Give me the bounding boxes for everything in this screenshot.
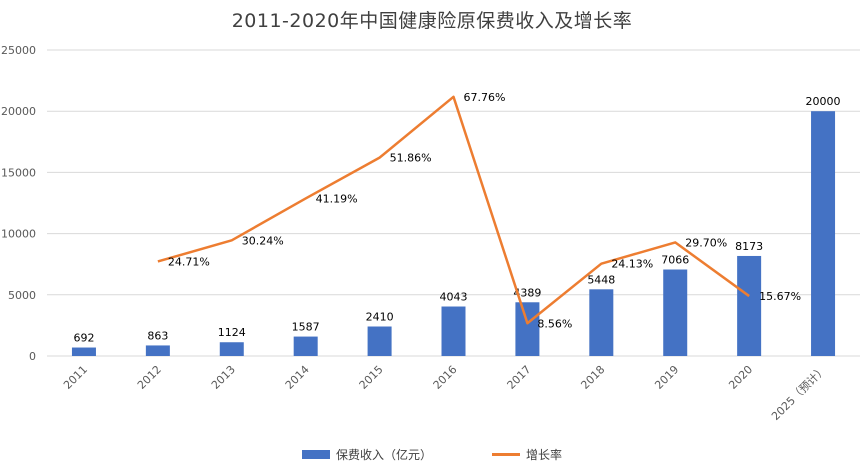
bar[interactable] (145, 345, 170, 356)
x-axis-ticks: 2011 2012 2013 2014 2015 2016 2017 2018 2019 2020… (61, 363, 829, 423)
y-tick-label: 20000 (1, 105, 36, 118)
legend-item-bar[interactable]: 保费收入（亿元） (301, 446, 432, 463)
bar-data-label: 4043 (440, 291, 468, 304)
legend-swatch-bar (301, 450, 330, 459)
legend-label-bar: 保费收入（亿元） (335, 448, 432, 462)
bar[interactable] (367, 326, 392, 356)
bar[interactable] (71, 347, 96, 356)
bar-data-label: 8173 (735, 240, 763, 253)
bar-data-label: 5448 (587, 273, 615, 286)
line-data-label: 41.19% (316, 192, 358, 205)
x-tick-label: 2018 (578, 363, 607, 392)
legend: 保费收入（亿元） 增长率 (0, 446, 864, 463)
bar-data-label: 692 (73, 332, 94, 345)
bar-data-label: 4389 (513, 286, 541, 299)
legend-item-line[interactable]: 增长率 (492, 446, 562, 463)
line-data-label: 29.70% (685, 236, 727, 249)
x-tick-label: 2016 (431, 363, 460, 392)
y-tick-label: 5000 (8, 289, 36, 302)
line-data-label: 24.13% (611, 258, 653, 271)
line-series (157, 95, 750, 325)
x-tick-label: 2015 (357, 363, 386, 392)
y-tick-label: 10000 (1, 228, 36, 241)
line-data-label: 67.76% (464, 91, 506, 104)
y-tick-label: 25000 (1, 44, 36, 57)
legend-label-line: 增长率 (526, 448, 563, 462)
bar-data-label: 20000 (806, 95, 841, 108)
x-tick-label: 2014 (283, 363, 312, 392)
bar[interactable] (219, 342, 244, 356)
bar[interactable] (293, 336, 318, 356)
x-tick-label: 2019 (652, 363, 681, 392)
bar[interactable] (441, 306, 466, 356)
line-data-label: 30.24% (242, 234, 284, 247)
bar-data-label: 1124 (218, 326, 246, 339)
bar[interactable] (663, 269, 688, 356)
x-tick-label: 2020 (726, 363, 755, 392)
bar[interactable] (515, 302, 540, 356)
line-data-label: 24.71% (168, 255, 210, 268)
line-data-label: 15.67% (759, 290, 801, 303)
line-data-label: 51.86% (390, 152, 432, 165)
line-data-labels: 24.71% 30.24% 41.19% 51.86% 67.76% 8.56% 24.13… (168, 91, 801, 330)
y-axis-ticks: 0 5000 10000 15000 20000 25000 (1, 44, 36, 363)
growth-rate-line[interactable] (157, 95, 750, 325)
legend-swatch-line (492, 453, 520, 456)
bar-data-labels: 692 863 1124 1587 2410 4043 4389 5448 7066 8173 20… (73, 95, 840, 344)
chart-title: 2011-2020年中国健康险原保费收入及增长率 (231, 10, 633, 32)
x-tick-label: 2025（预计） (769, 363, 829, 423)
x-tick-label: 2013 (209, 363, 238, 392)
bar-data-label: 2410 (366, 311, 394, 324)
bar-data-label: 1587 (292, 321, 320, 334)
bar[interactable] (589, 289, 614, 356)
bar-data-label: 7066 (661, 254, 689, 267)
bar-series (71, 111, 836, 356)
y-tick-label: 0 (29, 350, 36, 363)
x-tick-label: 2017 (505, 363, 534, 392)
line-data-label: 8.56% (537, 317, 572, 330)
x-tick-label: 2011 (61, 363, 90, 392)
bar[interactable] (811, 111, 836, 356)
y-tick-label: 15000 (1, 166, 36, 179)
bar[interactable] (737, 255, 762, 356)
bar-data-label: 863 (147, 329, 168, 342)
x-tick-label: 2012 (135, 363, 164, 392)
